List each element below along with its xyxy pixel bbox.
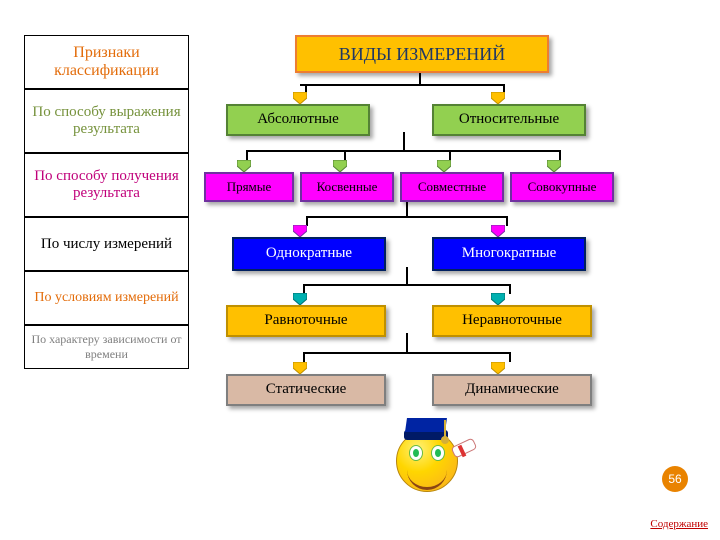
slide: Признаки классификацииПо способу выражен… [0, 0, 720, 540]
arrow-down-icon [293, 362, 307, 374]
node-e2: Неравноточные [432, 305, 592, 337]
arrow-down-icon [491, 225, 505, 237]
node-e1: Равноточные [226, 305, 386, 337]
sidebar-row-4: По условиям измерений [24, 271, 189, 325]
arrow-down-icon [333, 160, 347, 172]
sidebar-row-2: По способу получения результата [24, 153, 189, 217]
contents-link[interactable]: Содержание [650, 518, 708, 530]
node-t1: Статические [226, 374, 386, 406]
arrow-down-icon [293, 92, 307, 104]
node-t2: Динамические [432, 374, 592, 406]
node-n2: Многократные [432, 237, 586, 271]
arrow-down-icon [437, 160, 451, 172]
node-abs: Абсолютные [226, 104, 370, 136]
sidebar-row-3: По числу измерений [24, 217, 189, 271]
sidebar-row-5: По характеру зависимости от времени [24, 325, 189, 369]
node-n1: Однократные [232, 237, 386, 271]
page-number-badge: 56 [662, 466, 688, 492]
arrow-down-icon [293, 225, 307, 237]
mascot-icon [396, 420, 466, 490]
node-p2: Косвенные [300, 172, 394, 202]
node-rel: Относительные [432, 104, 586, 136]
arrow-down-icon [237, 160, 251, 172]
node-p3: Совместные [400, 172, 504, 202]
sidebar-row-0: Признаки классификации [24, 35, 189, 89]
arrow-down-icon [491, 293, 505, 305]
node-p1: Прямые [204, 172, 294, 202]
node-p4: Совокупные [510, 172, 614, 202]
arrow-down-icon [491, 362, 505, 374]
sidebar-row-1: По способу выражения результата [24, 89, 189, 153]
node-root: ВИДЫ ИЗМЕРЕНИЙ [295, 35, 549, 73]
arrow-down-icon [547, 160, 561, 172]
arrow-down-icon [293, 293, 307, 305]
arrow-down-icon [491, 92, 505, 104]
